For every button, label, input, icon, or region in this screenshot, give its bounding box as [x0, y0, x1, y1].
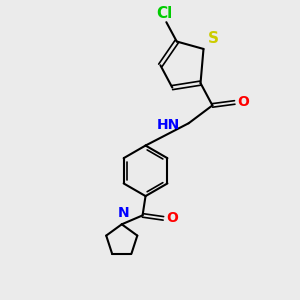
Text: O: O	[237, 95, 249, 110]
Text: Cl: Cl	[157, 6, 173, 21]
Text: O: O	[166, 212, 178, 225]
Text: HN: HN	[157, 118, 180, 132]
Text: S: S	[208, 31, 219, 46]
Text: N: N	[117, 206, 129, 220]
